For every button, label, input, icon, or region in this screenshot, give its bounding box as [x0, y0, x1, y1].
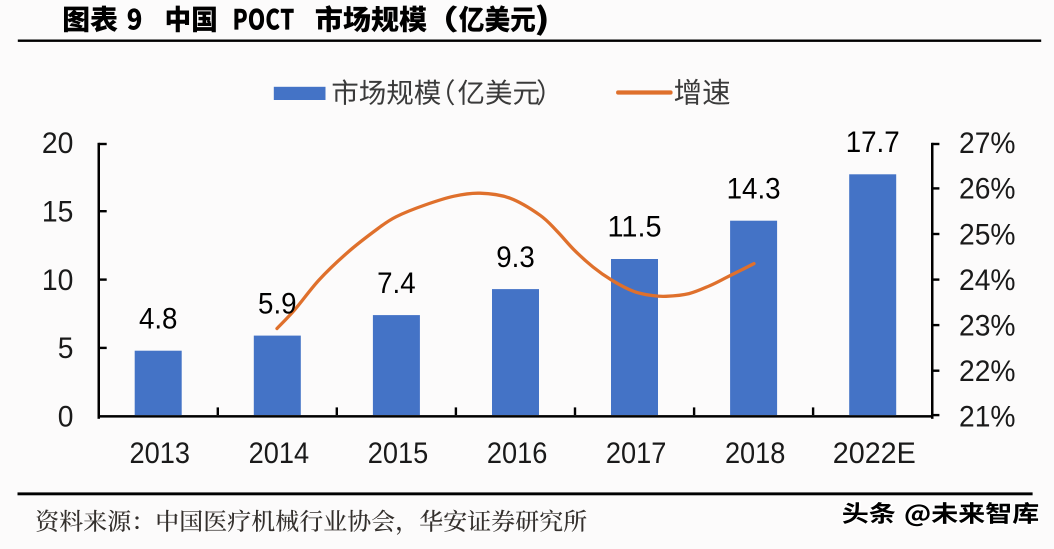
svg-text:4.8: 4.8	[139, 302, 178, 335]
svg-text:22%: 22%	[959, 355, 1016, 388]
svg-text:23%: 23%	[959, 309, 1016, 342]
svg-text:2013: 2013	[130, 437, 191, 470]
svg-text:20: 20	[42, 127, 74, 160]
svg-text:26%: 26%	[959, 173, 1016, 206]
svg-text:11.5: 11.5	[608, 211, 662, 244]
svg-text:14.3: 14.3	[727, 172, 781, 205]
svg-text:2017: 2017	[606, 437, 667, 470]
svg-text:2015: 2015	[368, 437, 429, 470]
svg-text:0: 0	[58, 401, 74, 434]
svg-text:9.3: 9.3	[496, 241, 535, 274]
svg-text:17.7: 17.7	[846, 126, 900, 159]
svg-text:21%: 21%	[959, 401, 1016, 434]
svg-text:2018: 2018	[725, 437, 786, 470]
svg-text:2016: 2016	[487, 437, 548, 470]
svg-text:5: 5	[58, 332, 74, 365]
svg-text:7.4: 7.4	[377, 267, 416, 300]
svg-text:2022E: 2022E	[833, 437, 916, 470]
svg-text:25%: 25%	[959, 218, 1016, 251]
svg-text:5.9: 5.9	[258, 287, 297, 320]
svg-text:10: 10	[42, 264, 74, 297]
svg-text:15: 15	[42, 196, 74, 229]
svg-text:27%: 27%	[959, 127, 1016, 160]
svg-text:24%: 24%	[959, 264, 1016, 297]
svg-text:2014: 2014	[249, 437, 310, 470]
